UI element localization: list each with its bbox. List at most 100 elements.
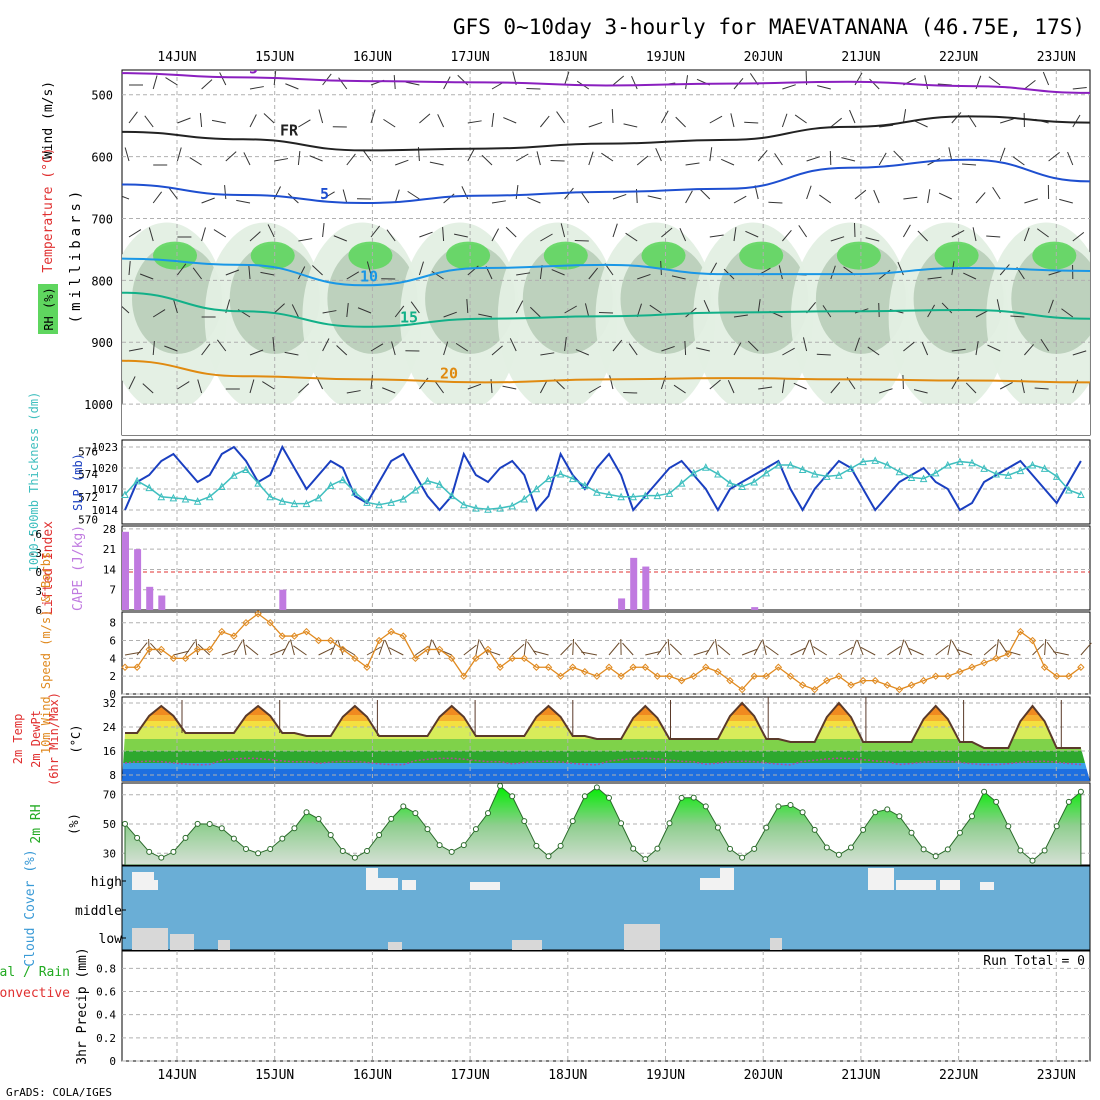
rh-high-area-3 [446,241,491,270]
upper-barb [696,347,710,352]
wind-barb [1032,643,1045,656]
rh2m-units: (%) [67,813,81,835]
upper-barb [709,115,723,124]
wind-barb [245,644,259,656]
upper-barb [455,342,469,352]
upper-barb [623,123,638,128]
cloud-high-bar-3 [378,878,398,890]
rh2m-point [388,815,395,822]
slp-tick-1017: 1017 [92,483,119,496]
thickness-point [762,468,771,477]
upper-barb [774,153,783,166]
upper-barb [927,189,931,204]
upper-barb [481,154,493,166]
rh2m-point [376,831,383,838]
rh2m-point [920,846,927,853]
thickness-point [290,499,299,508]
rh2m-point [581,793,588,800]
upper-barb [443,193,455,204]
wind-barb [330,640,338,656]
rh2m-point [799,809,806,816]
upper-barb [612,223,618,238]
isotherm-label-5: 5 [320,185,329,203]
rh2m-ticks: 30 50 70 [103,789,116,861]
top-date-19JUN: 19JUN [646,50,685,65]
rh2m-point [206,821,213,827]
upper-air-panel: -5 FR 5 10 15 20 500 600 700 800 900 1000 (milliba… [38,69,1091,436]
upper-barb [322,223,325,238]
upper-barb [442,226,445,242]
rh-high-area-2 [348,241,393,270]
upper-barb [873,189,880,204]
thickness-point [726,479,734,487]
upper-barb [192,267,202,280]
upper-barb [938,192,953,200]
upper-barb [309,155,323,162]
upper-barb [515,300,524,314]
upper-barb [963,272,977,280]
upper-barb [201,197,215,204]
temp-tick-16: 16 [103,745,116,758]
cloud-high-bar-9 [896,880,936,890]
upper-barb [575,349,589,356]
bottom-date-labels: 14JUN 15JUN 16JUN 17JUN 18JUN 19JUN 20JUN 21JUN… [157,1068,1075,1083]
rh2m-point [981,788,988,795]
wind-barb [270,648,286,656]
wind-speed-point [931,672,940,680]
upper-barb [346,390,361,394]
wind-barb [511,643,525,656]
upper-barb [128,376,136,390]
cloud-high-bar-7 [720,868,734,890]
isotherm-15 [122,291,1090,328]
thickness-point [701,463,710,471]
wind-speed-point [181,654,190,663]
thickness-tick-574: 574 [78,468,98,481]
wind-barb [293,645,307,656]
wind-barb [838,646,854,656]
upper-barb [757,149,768,162]
upper-barb [370,225,381,238]
upper-barb [177,381,190,390]
rh2m-point [896,813,903,820]
upper-barb [272,337,275,352]
upper-barb [1000,118,1014,124]
wind-speed-point [351,654,359,663]
upper-barb [177,263,187,276]
upper-barb [516,272,531,276]
wind-speed-point [823,676,831,685]
upper-barb [540,352,555,356]
slp-label: SLP (mb) [71,453,85,511]
upper-barb [721,158,735,166]
wind-barb [812,646,828,656]
upper-barb [781,379,785,394]
upper-barb [405,81,420,86]
rh2m-point [485,810,491,817]
rh2m-point [811,826,818,833]
upper-barb [142,383,154,394]
wind-barb [717,644,731,656]
bottom-date-20JUN: 20JUN [744,1068,783,1083]
wind-speed-point [1040,663,1049,671]
wind-barb [581,651,597,656]
wind-speed-point [1004,650,1013,658]
thickness-point [363,498,371,506]
bottom-date-22JUN: 22JUN [939,1068,978,1083]
thickness-point [338,475,347,484]
wind-speed-point [266,618,274,627]
upper-barb [830,117,842,128]
thickness-point [1016,466,1025,475]
upper-barb [601,152,614,162]
upper-barb [661,227,673,238]
wind-barb [956,649,973,656]
cloud-low-bar-6 [770,938,782,950]
upper-barb [466,298,469,314]
upper-barb [867,346,880,356]
run-total: Run Total = 0 [983,954,1085,969]
thickness-point [980,464,988,472]
top-date-labels: 14JUN 15JUN 16JUN 17JUN 18JUN 19JUN 20JUN 21JUN… [157,50,1075,65]
upper-barb [443,341,449,356]
upper-barb [197,379,203,394]
upper-barb [951,348,966,352]
upper-barb [937,83,952,86]
